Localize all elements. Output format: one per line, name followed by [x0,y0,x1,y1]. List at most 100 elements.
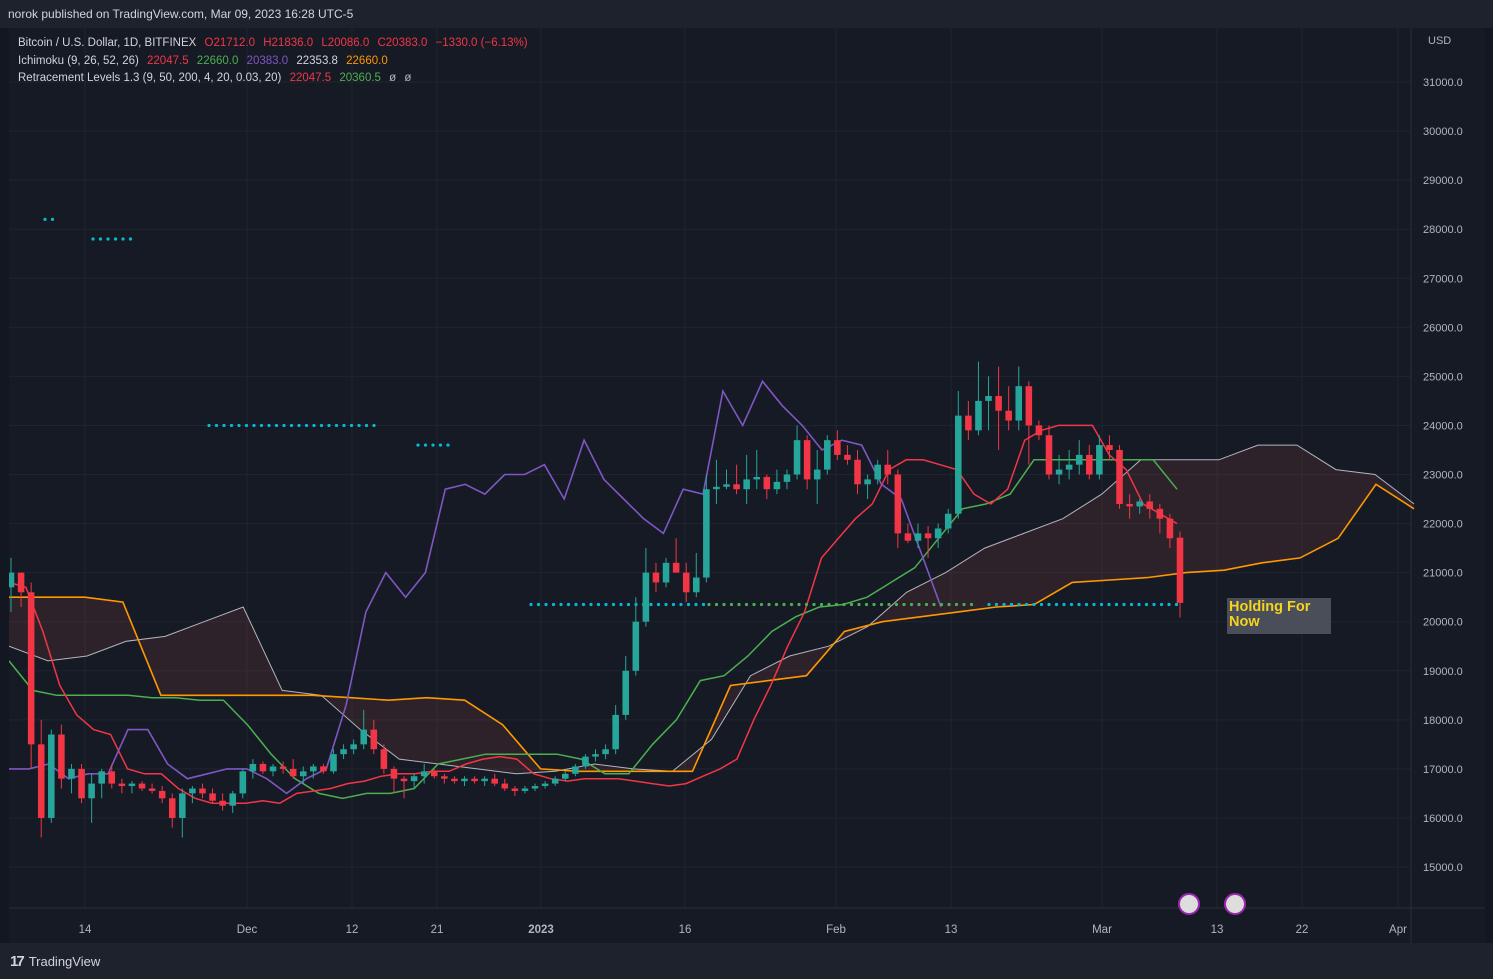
candle-body [199,788,206,794]
retracement-dot [297,423,301,428]
retracement-dot [872,602,876,607]
candle-body [672,562,680,573]
candle-body [904,533,912,541]
candle-body [914,533,922,541]
retracement-dot [664,602,668,607]
candle-body [572,766,579,774]
us-flag-event-icon[interactable] [1224,893,1246,915]
us-flag-event-icon[interactable] [1178,893,1200,915]
retracement-dot [902,602,906,607]
candle-body [844,454,851,460]
retracement-dot [1114,602,1119,607]
candle-body [682,572,690,593]
ichimoku-chikou-value: 20383.0 [246,54,289,67]
high-value: H21836.0 [263,37,314,49]
retracement-dot [589,602,593,607]
candle-body [592,754,599,757]
tenkan-line [9,424,1178,804]
retracement-value-4: ø [404,72,412,84]
candle-body [148,788,156,791]
price-chart[interactable]: USD 31000.0 30000.0 29000.0 28000.0 27000.0 26… [9,28,1485,943]
retracement-dot [932,602,936,607]
retracement-dot [581,602,586,607]
retracement-dot [604,602,608,607]
retracement-dot [879,602,884,607]
y-tick-label: 21000.0 [1423,568,1463,580]
candle-body [88,783,95,799]
retracement-dot [842,602,846,607]
y-tick-label: 24000.0 [1423,420,1463,432]
candle-body [561,773,569,779]
open-value: O21712.0 [204,37,256,49]
retracement-dot [611,602,616,607]
retracement-value-1: 22047.5 [289,72,332,84]
retracement-dot [536,602,541,607]
candle-body [239,771,247,794]
retracement-dot [729,602,734,607]
candle-body [884,464,892,475]
y-tick-label: 16000.0 [1423,813,1463,825]
x-tick-label: 12 [346,924,359,936]
retracement-dot [1152,602,1156,607]
candle-body [824,440,831,470]
candle-body [1045,435,1053,475]
candle-body [299,771,307,777]
candle-body [733,484,740,490]
retracement-dot [1129,602,1134,607]
candle-body [27,592,35,745]
x-tick-label: 22 [1296,924,1309,936]
retracement-dot [559,602,563,607]
ichimoku-label[interactable]: Ichimoku (9, 26, 52, 26) [18,54,139,67]
ichimoku-senkou-b-value: 22660.0 [346,54,388,67]
candle-body [894,474,902,534]
retracement-dot [752,602,756,607]
retracement-dot [626,602,631,607]
candle-body [481,778,488,782]
y-tick-label: 17000.0 [1423,764,1463,776]
retracement-dot [819,602,824,607]
y-tick-label: 20000.0 [1423,617,1463,629]
candle-body [179,793,186,818]
x-tick-label: 2023 [528,924,554,936]
brand[interactable]: 17 TradingView [10,953,100,970]
candle-body [753,476,761,480]
retracement-dot [864,602,869,607]
candle-body [1146,501,1154,509]
candle-body [1156,508,1164,519]
retracement-label[interactable]: Retracement Levels 1.3 (9, 50, 200, 4, 2… [18,72,282,84]
ichimoku-kijun-value: 22660.0 [196,54,239,67]
retracement-dot [737,602,741,607]
retracement-dot [1017,602,1021,607]
y-tick-label: 28000.0 [1423,224,1463,236]
candle-body [98,771,105,784]
retracement-dot [342,423,346,428]
retracement-dot [252,423,256,428]
retracement-dot [349,423,354,428]
retracement-dot [423,443,428,447]
retracement-dot [1054,602,1059,607]
symbol-title[interactable]: Bitcoin / U.S. Dollar, 1D, BITFINEX [18,37,197,49]
y-tick-label: 29000.0 [1423,175,1463,187]
candle-body [1035,425,1043,436]
retracement-dot [357,423,361,428]
retracement-dot [1107,602,1111,607]
candle-body [854,459,861,485]
retracement-dot [431,443,435,447]
retracement-dot [917,602,921,607]
retracement-dot [686,602,691,607]
retracement-dot [954,602,959,607]
legend-ichimoku-row: Ichimoku (9, 26, 52, 26) 22047.5 22660.0… [18,53,533,71]
candle-body [541,783,549,787]
x-tick-label: 13 [945,924,958,936]
candle-body [430,771,438,777]
x-tick-label: Feb [826,924,846,936]
candle-body [622,670,630,715]
retracement-dot [544,602,548,607]
retracement-dot [656,602,661,607]
candle-body [420,771,428,777]
y-tick-label: 25000.0 [1423,371,1463,383]
retracement-dot [446,443,450,447]
candle-body [703,489,710,578]
holding-note[interactable]: Holding For Now [1227,598,1331,634]
published-line: norok published on TradingView.com, Mar … [8,7,354,21]
